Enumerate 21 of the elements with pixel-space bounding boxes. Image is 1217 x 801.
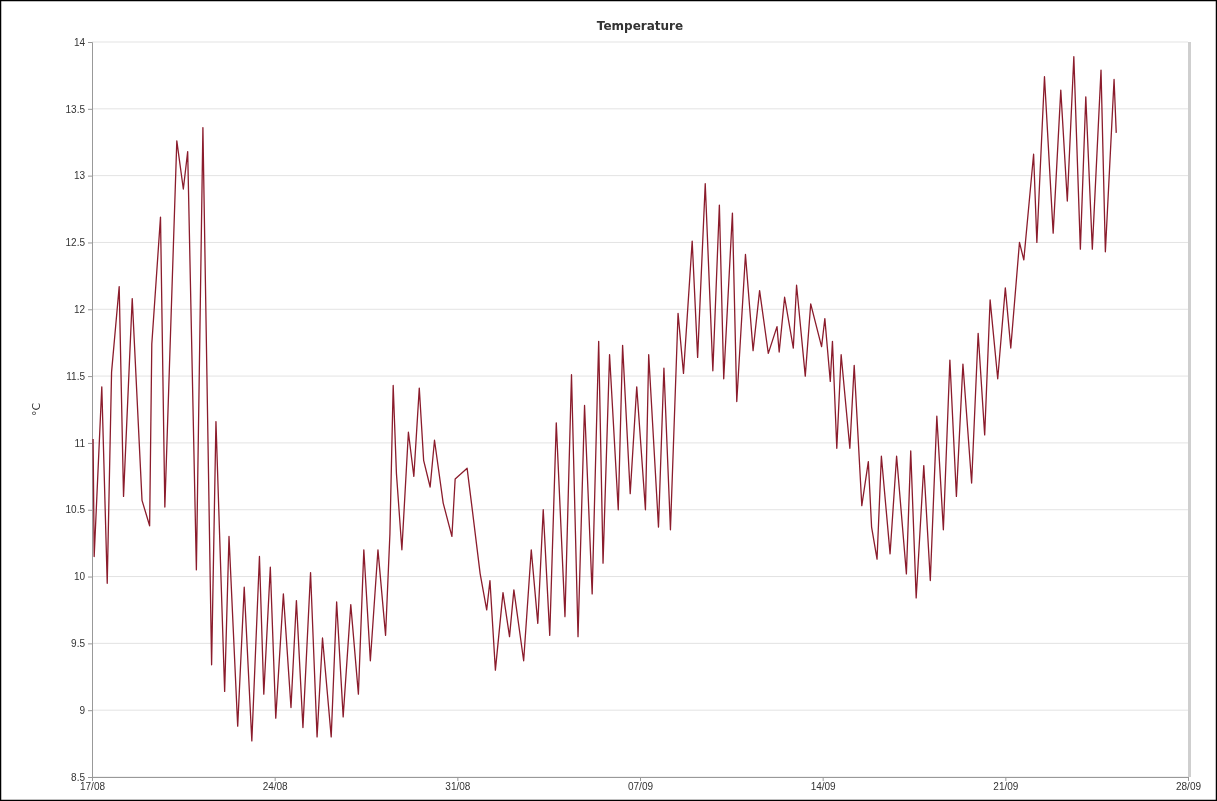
x-tick-label: 24/08 — [262, 781, 289, 792]
y-tick-label: 13 — [73, 170, 86, 182]
x-tick-label: 28/09 — [1175, 781, 1202, 792]
y-tick-label: 12.5 — [65, 237, 86, 249]
y-tick-label: 12 — [73, 303, 86, 315]
y-tick-label: 11.5 — [66, 370, 86, 382]
y-tick-label: 10.5 — [65, 504, 86, 516]
x-tick-label: 07/09 — [627, 781, 654, 792]
x-tick-label: 21/09 — [993, 781, 1019, 792]
y-tick-label: 14 — [73, 36, 86, 48]
x-tick-label: 31/08 — [445, 781, 471, 792]
y-tick-label: 9.5 — [71, 638, 86, 650]
y-axis-title: °C — [30, 402, 43, 417]
chart-title: Temperature — [596, 19, 684, 33]
y-tick-label: 11 — [74, 437, 86, 449]
y-tick-label: 13.5 — [65, 103, 86, 115]
y-tick-label: 9 — [79, 704, 86, 716]
x-tick-label: 14/09 — [810, 781, 837, 792]
y-tick-label: 10 — [73, 571, 86, 583]
y-tick-label: 8.5 — [71, 771, 86, 783]
x-tick-label: 17/08 — [79, 781, 106, 792]
